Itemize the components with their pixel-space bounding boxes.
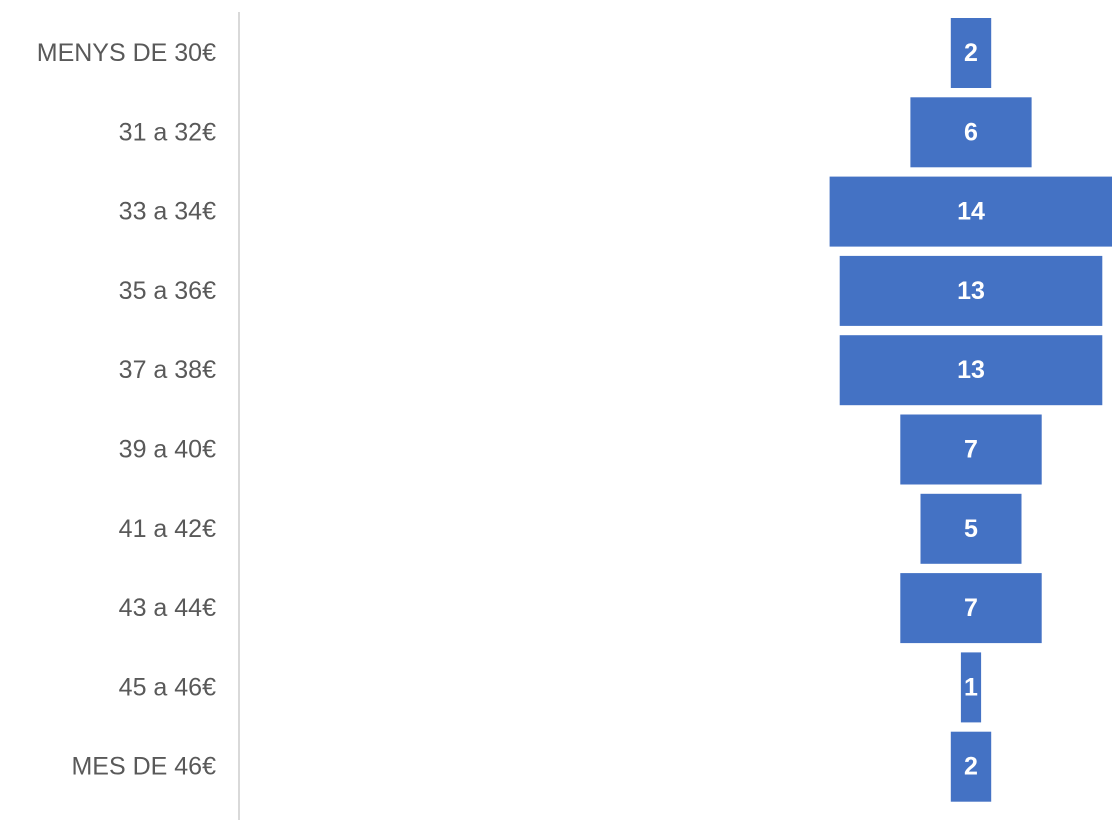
category-label: 39 a 40€	[119, 436, 216, 464]
category-label: 35 a 36€	[119, 277, 216, 305]
bar-value-label: 1	[964, 673, 978, 701]
bar-value-label: 2	[964, 39, 978, 67]
category-labels-layer: MENYS DE 30€ 31 a 32€ 33 a 34€ 35 a 36€ 37 a…	[37, 39, 216, 781]
funnel-bar	[960, 652, 982, 723]
bar-value-label: 7	[964, 594, 978, 622]
category-label: 41 a 42€	[119, 515, 216, 543]
category-label: MENYS DE 30€	[37, 39, 216, 67]
category-label: 37 a 38€	[119, 356, 216, 384]
category-label: 45 a 46€	[119, 673, 216, 701]
funnel-bar	[900, 573, 1042, 644]
data-labels-layer: 2 6 14 13 13 7 5 7 1 2	[957, 39, 985, 781]
category-label: 31 a 32€	[119, 118, 216, 146]
bar-value-label: 13	[957, 277, 985, 305]
funnel-bar	[950, 18, 992, 88]
funnel-bar	[839, 335, 1103, 406]
bar-value-label: 2	[964, 753, 978, 781]
bar-value-label: 6	[964, 118, 978, 146]
category-label: MES DE 46€	[71, 753, 216, 781]
category-label: 33 a 34€	[119, 198, 216, 226]
funnel-bar	[950, 731, 992, 802]
funnel-bar	[900, 414, 1042, 485]
funnel-bar	[829, 176, 1112, 247]
funnel-bar	[839, 255, 1103, 326]
category-label: 43 a 44€	[119, 594, 216, 622]
bar-value-label: 14	[957, 198, 985, 226]
funnel-bar	[910, 97, 1032, 168]
bar-value-label: 13	[957, 356, 985, 384]
funnel-bar	[920, 493, 1022, 564]
bars-layer	[829, 18, 1112, 802]
bar-value-label: 5	[964, 515, 978, 543]
bar-value-label: 7	[964, 436, 978, 464]
